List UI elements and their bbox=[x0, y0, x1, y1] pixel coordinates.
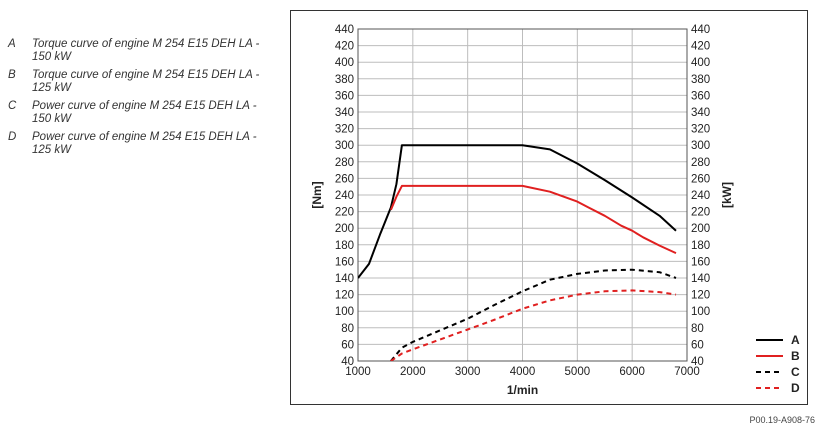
legend-label-b: B bbox=[791, 349, 800, 363]
y-tick-label-right: 320 bbox=[691, 124, 710, 136]
x-tick-label: 2000 bbox=[400, 366, 426, 378]
y-tick-label-right: 300 bbox=[691, 140, 710, 152]
y-tick-label-left: 120 bbox=[335, 290, 354, 302]
y-tick-label-left: 400 bbox=[335, 57, 354, 69]
y-tick-label-left: 80 bbox=[341, 323, 354, 335]
legend-description-d: D Power curve of engine M 254 E15 DEH LA… bbox=[8, 131, 278, 157]
y-tick-label-right: 160 bbox=[691, 256, 710, 268]
series-line-c bbox=[390, 268, 677, 361]
y-tick-label-left: 220 bbox=[335, 207, 354, 219]
legend-description-text: Power curve of engine M 254 E15 DEH LA -… bbox=[32, 131, 257, 156]
y-tick-label-right: 180 bbox=[691, 240, 710, 252]
y-tick-label-right: 140 bbox=[691, 273, 710, 285]
y-tick-label-left: 180 bbox=[335, 240, 354, 252]
y-tick-label-left: 280 bbox=[335, 157, 354, 169]
x-tick-label: 6000 bbox=[619, 366, 645, 378]
y-tick-label-right: 400 bbox=[691, 57, 710, 69]
y-tick-label-left: 140 bbox=[335, 273, 354, 285]
legend-description-text: Torque curve of engine M 254 E15 DEH LA … bbox=[32, 38, 260, 63]
y-tick-label-left: 300 bbox=[335, 140, 354, 152]
legend-description-text: Torque curve of engine M 254 E15 DEH LA … bbox=[32, 69, 260, 94]
legend-description-list: A Torque curve of engine M 254 E15 DEH L… bbox=[8, 38, 278, 162]
legend-description-b: B Torque curve of engine M 254 E15 DEH L… bbox=[8, 69, 278, 95]
y-tick-label-right: 420 bbox=[691, 41, 710, 53]
y-tick-label-right: 380 bbox=[691, 74, 710, 86]
legend-letter: B bbox=[8, 69, 16, 81]
y-tick-label-left: 260 bbox=[335, 173, 354, 185]
x-axis-label: 1/min bbox=[507, 383, 538, 397]
legend-description-text: Power curve of engine M 254 E15 DEH LA -… bbox=[32, 100, 257, 125]
y-tick-label-left: 320 bbox=[335, 124, 354, 136]
y-tick-label-left: 200 bbox=[335, 223, 354, 235]
series-line-b bbox=[389, 184, 677, 255]
y-tick-label-left: 40 bbox=[341, 356, 354, 368]
y-tick-label-right: 60 bbox=[691, 339, 704, 351]
y-tick-label-right: 200 bbox=[691, 223, 710, 235]
y-tick-label-right: 100 bbox=[691, 306, 710, 318]
y-tick-label-left: 240 bbox=[335, 190, 354, 202]
chart-frame: 40 40 60 60 80 80 100 100 120 120 140 140 160 160 180 1… bbox=[290, 10, 808, 405]
y-tick-label-right: 220 bbox=[691, 207, 710, 219]
x-tick-label: 3000 bbox=[455, 366, 481, 378]
y-tick-label-left: 440 bbox=[335, 24, 354, 36]
legend-letter: C bbox=[8, 100, 17, 112]
series-line-a bbox=[358, 144, 677, 279]
legend-description-a: A Torque curve of engine M 254 E15 DEH L… bbox=[8, 38, 278, 64]
x-tick-label: 4000 bbox=[510, 366, 536, 378]
y-tick-label-right: 120 bbox=[691, 290, 710, 302]
y-tick-label-left: 100 bbox=[335, 306, 354, 318]
y-tick-label-left: 360 bbox=[335, 90, 354, 102]
y-tick-label-right: 360 bbox=[691, 90, 710, 102]
legend-label-c: C bbox=[791, 365, 800, 379]
legend-letter: A bbox=[8, 38, 16, 50]
legend-label-a: A bbox=[791, 333, 800, 347]
chart-svg: 40 40 60 60 80 80 100 100 120 120 140 140 160 160 180 1… bbox=[310, 24, 800, 397]
x-tick-label: 5000 bbox=[565, 366, 591, 378]
y-axis-label-left: [Nm] bbox=[310, 181, 324, 208]
figure-code: P00.19-A908-76 bbox=[749, 415, 815, 425]
y-tick-label-right: 440 bbox=[691, 24, 710, 36]
y-tick-label-left: 380 bbox=[335, 74, 354, 86]
legend-letter: D bbox=[8, 131, 17, 143]
legend-description-c: C Power curve of engine M 254 E15 DEH LA… bbox=[8, 100, 278, 126]
x-tick-label: 7000 bbox=[674, 366, 700, 378]
y-tick-label-left: 160 bbox=[335, 256, 354, 268]
legend-label-d: D bbox=[791, 381, 800, 395]
y-tick-label-left: 420 bbox=[335, 41, 354, 53]
plot-area-border bbox=[357, 28, 688, 362]
y-tick-label-left: 60 bbox=[341, 339, 354, 351]
series-line-d bbox=[390, 289, 677, 361]
y-tick-label-right: 280 bbox=[691, 157, 710, 169]
y-axis-label-right: [kW] bbox=[720, 182, 734, 208]
y-tick-label-right: 40 bbox=[691, 356, 704, 368]
y-tick-label-left: 340 bbox=[335, 107, 354, 119]
x-tick-label: 1000 bbox=[345, 366, 371, 378]
y-tick-label-right: 340 bbox=[691, 107, 710, 119]
y-tick-label-right: 80 bbox=[691, 323, 704, 335]
y-tick-label-right: 240 bbox=[691, 190, 710, 202]
y-tick-label-right: 260 bbox=[691, 173, 710, 185]
